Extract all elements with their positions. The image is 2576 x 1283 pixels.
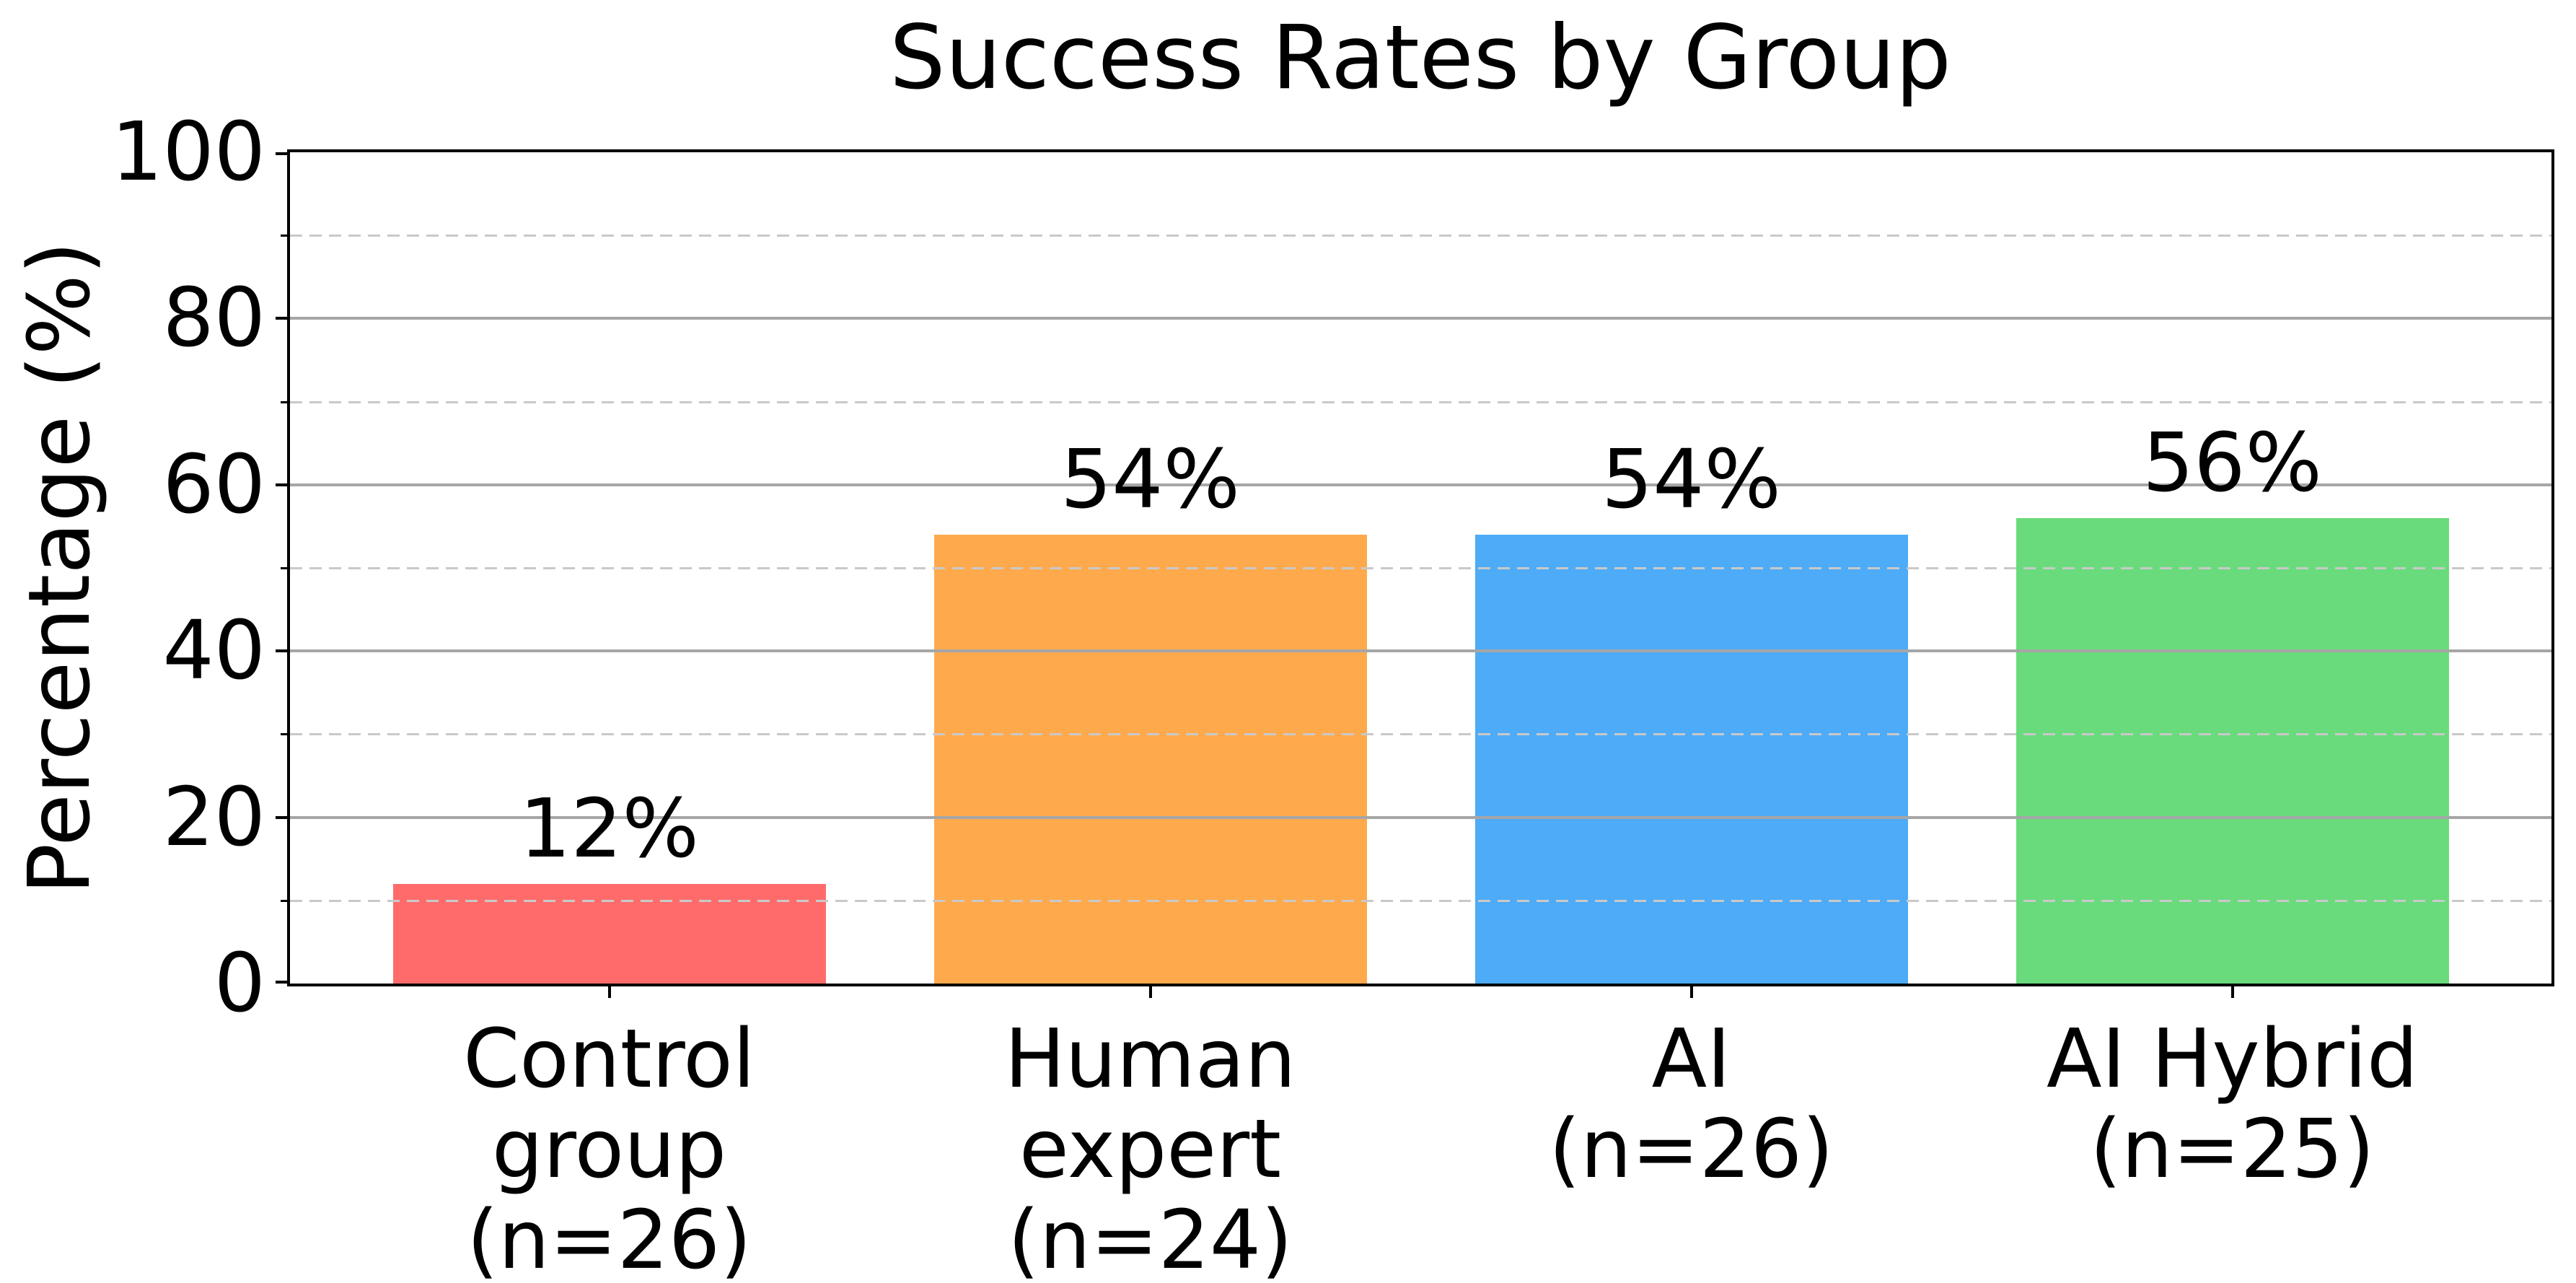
y-tick-minor-50 — [281, 567, 287, 569]
gridline-major-80 — [290, 317, 2551, 320]
x-tick-label-line: (n=24) — [1008, 1193, 1293, 1283]
x-tick-label-0: Control group (n=26) — [314, 1012, 905, 1283]
x-tick-2 — [1689, 986, 1693, 998]
gridline-major-20 — [290, 815, 2551, 819]
gridline-major-40 — [290, 649, 2551, 653]
x-tick-3 — [2230, 986, 2234, 998]
y-tick-label-80: 80 — [162, 271, 265, 366]
bar-2 — [1474, 534, 1908, 984]
x-tick-label-line: AI — [1651, 1012, 1731, 1106]
y-tick-label-100: 100 — [111, 105, 265, 199]
chart-title: Success Rates by Group — [889, 6, 1951, 109]
x-tick-label-line: expert — [1019, 1103, 1282, 1197]
bar-value-label-2: 54% — [1601, 432, 1781, 527]
gridline-major-60 — [290, 483, 2551, 486]
bar-value-label-1: 54% — [1060, 432, 1240, 527]
x-tick-label-line: AI Hybrid — [2046, 1012, 2419, 1106]
x-tick-label-2: AI (n=26) — [1396, 1012, 1987, 1197]
y-tick-major-80 — [276, 317, 287, 320]
y-tick-minor-70 — [281, 400, 287, 403]
y-tick-major-100 — [276, 152, 287, 155]
y-tick-minor-10 — [281, 899, 287, 902]
y-tick-major-20 — [276, 815, 287, 819]
bar-0 — [392, 883, 826, 984]
x-tick-0 — [607, 986, 611, 998]
bar-3 — [2015, 517, 2449, 984]
bar-value-label-0: 12% — [519, 781, 699, 876]
y-tick-label-40: 40 — [162, 604, 265, 699]
gridline-minor-30 — [290, 733, 2551, 736]
x-tick-label-line: (n=26) — [467, 1193, 752, 1283]
gridline-minor-10 — [290, 899, 2551, 902]
x-tick-label-3: AI Hybrid (n=25) — [1937, 1012, 2528, 1197]
x-tick-label-line: (n=26) — [1549, 1103, 1834, 1197]
y-tick-label-0: 0 — [214, 937, 265, 1030]
y-tick-major-40 — [276, 649, 287, 653]
gridline-minor-50 — [290, 567, 2551, 569]
y-tick-minor-30 — [281, 733, 287, 736]
x-tick-label-line: Control — [463, 1012, 755, 1106]
y-tick-major-0 — [276, 981, 287, 984]
x-tick-label-line: group — [491, 1103, 727, 1197]
x-tick-label-line: (n=25) — [2090, 1103, 2375, 1197]
plot-area: 12% 54% 54% 56% — [276, 149, 2554, 986]
bar-1 — [933, 534, 1367, 984]
x-tick-1 — [1148, 986, 1152, 998]
y-tick-minor-90 — [281, 235, 287, 237]
y-tick-label-20: 20 — [162, 770, 265, 864]
gridline-minor-90 — [290, 235, 2551, 237]
y-tick-major-60 — [276, 483, 287, 486]
y-tick-label-60: 60 — [162, 437, 265, 532]
bar-value-label-3: 56% — [2142, 416, 2322, 510]
x-tick-label-1: Human expert (n=24) — [855, 1012, 1446, 1283]
gridline-minor-70 — [290, 400, 2551, 403]
x-tick-label-line: Human — [1004, 1012, 1296, 1106]
